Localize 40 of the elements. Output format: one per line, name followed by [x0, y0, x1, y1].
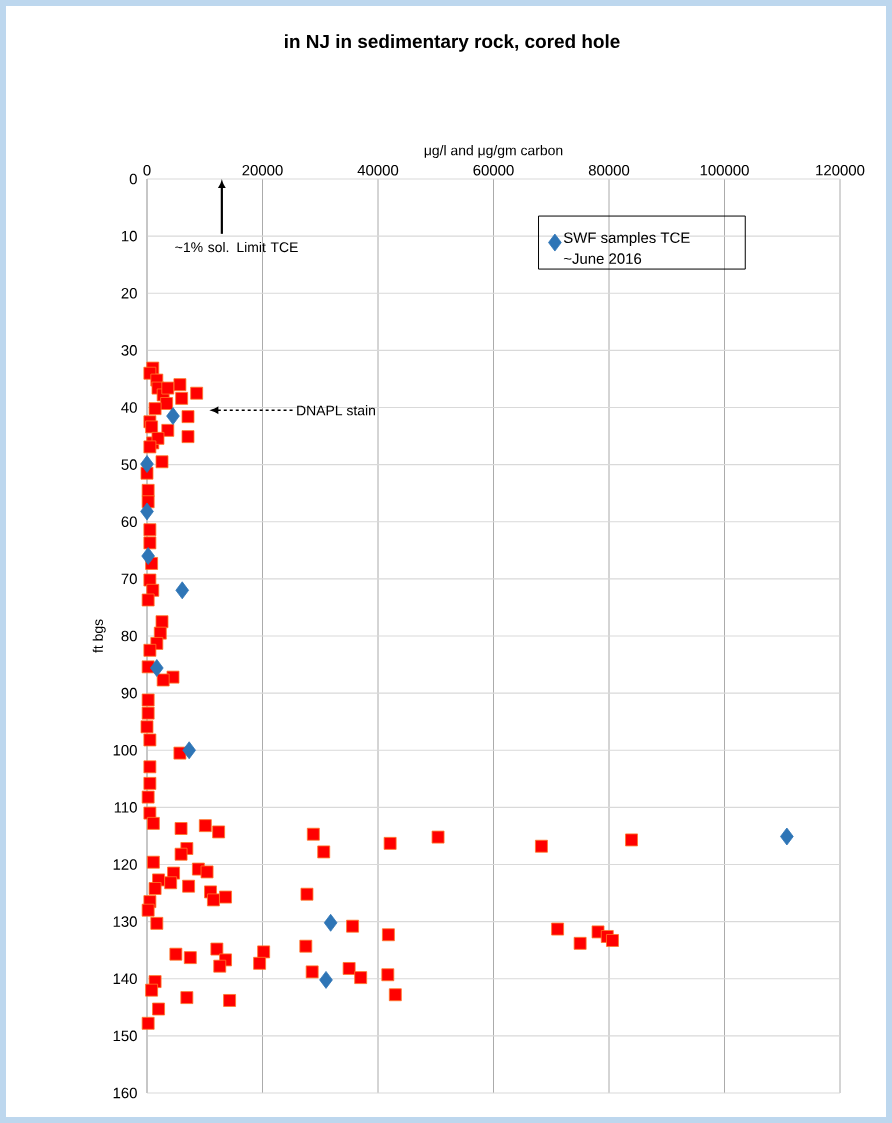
annotation: ~1% sol. Limit TCE: [175, 241, 298, 253]
x-tick-label: 100000: [700, 164, 749, 176]
y-axis-title: ft bgs: [92, 619, 106, 653]
y-tick-label: 40: [121, 402, 137, 413]
y-tick-label: 10: [122, 230, 137, 242]
y-tick-label: 70: [121, 573, 137, 585]
point: [141, 547, 155, 565]
legend-label: SWF samples TCE ~June 2016: [563, 232, 690, 264]
x-tick-label: 0: [143, 164, 151, 176]
x-tick-label: 60000: [473, 164, 514, 176]
y-tick-label: 30: [121, 345, 137, 356]
point: [182, 741, 196, 760]
y-tick-label: 0: [129, 173, 137, 185]
y-tick-label: 90: [121, 687, 137, 699]
y-tick-label: 60: [121, 516, 137, 528]
y-tick-label: 120: [113, 859, 137, 870]
y-tick-label: 160: [113, 1087, 137, 1099]
y-tick-label: 50: [121, 459, 137, 470]
x-tick-label: 80000: [588, 164, 630, 176]
point: [140, 502, 154, 521]
chart-title: in NJ in sedimentary rock, cored hole: [285, 34, 620, 52]
y-tick-label: 150: [113, 1030, 137, 1042]
point: [166, 407, 180, 425]
point: [175, 581, 189, 600]
annotation: DNAPL stain: [297, 405, 375, 416]
x-tick-label: 20000: [242, 164, 283, 176]
y-tick-label: 80: [121, 630, 137, 642]
x-axis-title: μg/l and μg/gm carbon: [424, 145, 563, 159]
point: [319, 970, 333, 989]
point: [780, 827, 794, 846]
y-tick-label: 130: [113, 916, 137, 927]
y-tick-label: 20: [121, 287, 137, 299]
y-tick-label: 140: [113, 973, 137, 985]
y-tick-label: 110: [114, 802, 137, 813]
point: [140, 455, 154, 473]
point: [150, 659, 164, 677]
x-tick-label: 120000: [816, 164, 865, 176]
point: [323, 913, 338, 932]
x-tick-label: 40000: [357, 164, 399, 176]
y-tick-label: 100: [113, 744, 137, 756]
